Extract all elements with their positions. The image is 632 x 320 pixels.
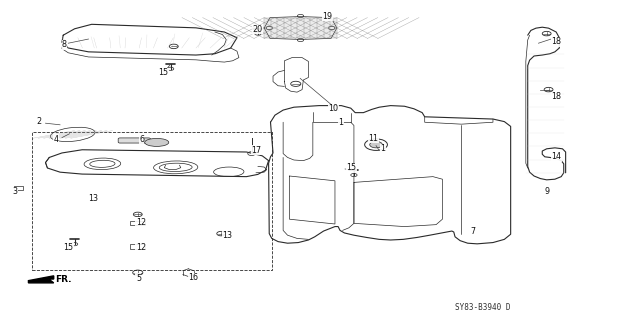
FancyBboxPatch shape: [118, 138, 150, 143]
Text: 20: 20: [253, 25, 263, 34]
Text: 13: 13: [222, 231, 233, 240]
Text: 9: 9: [545, 187, 550, 196]
Ellipse shape: [145, 138, 169, 147]
Text: 15: 15: [158, 68, 168, 77]
Text: 5: 5: [136, 274, 141, 283]
Text: 18: 18: [551, 92, 561, 101]
Bar: [32, 132, 272, 270]
Bar: [130, 221, 145, 225]
Text: 10: 10: [329, 104, 339, 113]
Text: 1: 1: [380, 144, 386, 153]
Text: FR.: FR.: [56, 275, 72, 284]
Text: 11: 11: [368, 134, 379, 143]
Text: 4: 4: [54, 135, 59, 144]
Text: SY83-B3940 D: SY83-B3940 D: [455, 303, 511, 312]
Text: 15: 15: [63, 243, 73, 252]
Text: 15: 15: [346, 163, 356, 172]
Text: 13: 13: [88, 194, 99, 203]
Text: 3: 3: [13, 188, 18, 196]
Text: 14: 14: [551, 152, 561, 161]
Circle shape: [370, 141, 382, 148]
Text: 18: 18: [551, 37, 561, 46]
Bar: [130, 244, 145, 249]
Text: 12: 12: [136, 218, 146, 227]
Text: 12: 12: [136, 244, 146, 252]
Text: 8: 8: [62, 40, 67, 49]
Text: 19: 19: [322, 12, 332, 20]
Text: 1: 1: [338, 118, 343, 127]
Text: 16: 16: [188, 273, 198, 282]
Text: 7: 7: [471, 228, 476, 236]
Text: 6: 6: [139, 135, 144, 144]
Text: 2: 2: [37, 117, 42, 126]
Polygon shape: [28, 276, 54, 283]
Text: 17: 17: [252, 146, 262, 155]
